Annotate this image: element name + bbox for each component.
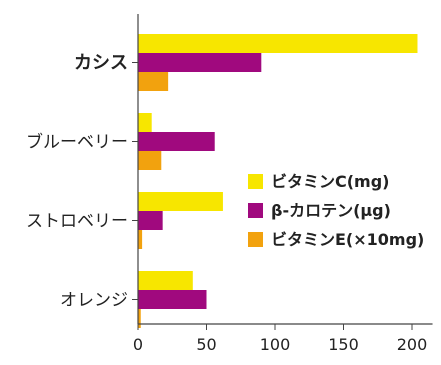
- legend: ビタミンC(mg) β-カロテン(μg) ビタミンE(×10mg): [248, 172, 424, 249]
- bar-1-2: [138, 113, 152, 132]
- category-label: ブルーベリー: [26, 132, 128, 153]
- bar-1-3: [138, 192, 223, 211]
- bar-2-1: [138, 53, 262, 72]
- bar-1-1: [138, 34, 418, 53]
- x-tick-label: 150: [328, 335, 359, 354]
- legend-label-3: ビタミンE(×10mg): [271, 230, 424, 249]
- x-tick-label: 200: [397, 335, 428, 354]
- x-tick-label: 50: [196, 335, 216, 354]
- bar-1-4: [138, 271, 193, 290]
- bars-group: [138, 34, 418, 328]
- bar-3-1: [138, 72, 169, 91]
- category-label: オレンジ: [60, 291, 128, 311]
- legend-label-1: ビタミンC(mg): [271, 172, 390, 191]
- bar-2-2: [138, 132, 215, 151]
- legend-swatch-3: [248, 232, 263, 247]
- x-tick-label: 0: [133, 335, 143, 354]
- x-tick-label: 100: [260, 335, 291, 354]
- legend-label-2: β-カロテン(μg): [271, 201, 391, 220]
- bar-3-4: [138, 309, 141, 328]
- bar-3-2: [138, 151, 162, 170]
- category-label: カシス: [74, 53, 128, 74]
- bar-3-3: [138, 230, 143, 249]
- bar-2-4: [138, 290, 207, 309]
- legend-swatch-1: [248, 174, 263, 189]
- legend-swatch-2: [248, 203, 263, 218]
- category-label: ストロベリー: [26, 212, 128, 232]
- bar-2-3: [138, 211, 163, 230]
